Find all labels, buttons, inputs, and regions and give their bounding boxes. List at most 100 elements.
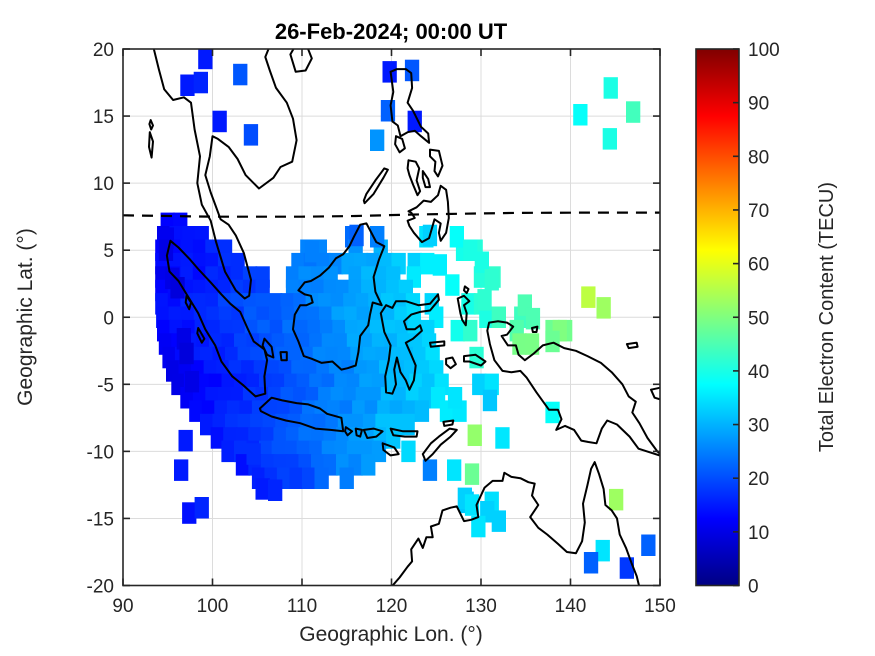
tec-cell <box>603 77 618 99</box>
tec-cell <box>464 494 480 516</box>
tec-cell <box>386 427 401 449</box>
coastline-new-guinea <box>486 320 660 457</box>
tec-cell <box>474 251 489 273</box>
y-tick-label: -20 <box>87 577 114 598</box>
tec-cell <box>407 110 422 133</box>
colorbar-tick-label: 100 <box>748 40 780 61</box>
tec-cell <box>471 515 486 538</box>
coastline-hainan <box>289 49 313 73</box>
coastline-belitung <box>279 351 288 362</box>
coastline-mindoro <box>394 135 406 154</box>
y-tick-label: 5 <box>103 241 114 262</box>
coastline-sumba <box>381 442 400 457</box>
plot-title: 26-Feb-2024; 00:00 UT <box>275 19 508 44</box>
tec-cell <box>450 319 465 342</box>
tec-cell <box>182 502 197 524</box>
x-tick-label: 110 <box>287 596 317 617</box>
tec-cell <box>194 497 209 519</box>
tec-cell <box>198 49 213 70</box>
tec-cell <box>583 552 599 574</box>
colorbar-tick-labels: 0 10 20 30 40 50 60 70 80 90 100 <box>748 40 780 598</box>
tec-cell <box>170 277 185 299</box>
tec-cell <box>491 306 506 328</box>
coastline-siberut <box>196 327 206 344</box>
y-tick-label: -5 <box>97 375 114 396</box>
tec-cell <box>221 440 236 463</box>
x-axis-label: Geographic Lon. (°) <box>299 623 483 646</box>
coastline-bangka <box>261 337 275 359</box>
tec-cell <box>573 104 588 126</box>
magnetic-equator-dashed-line <box>123 211 660 218</box>
tec-cell <box>189 400 204 422</box>
coastline-mindanao <box>406 184 450 244</box>
coastline-wetar <box>442 419 455 427</box>
coastline-cebu-bohol <box>421 170 431 189</box>
x-tick-label: 130 <box>465 596 497 617</box>
axis-ticks <box>122 48 661 587</box>
tec-scatter-points <box>158 49 656 579</box>
coastline-timor <box>421 427 458 462</box>
tec-cell <box>545 330 560 353</box>
colorbar <box>696 49 739 586</box>
tec-cell <box>370 129 385 151</box>
coastline-borneo <box>292 222 386 371</box>
coastline-java <box>258 396 345 433</box>
tec-cell <box>302 467 317 489</box>
tec-cell <box>525 307 541 330</box>
coastline-halmahera <box>456 294 471 327</box>
coastline-lombok <box>354 427 363 438</box>
coastline-sumbawa <box>362 427 384 439</box>
tec-cell <box>512 333 527 355</box>
colorbar-tick-label: 10 <box>748 523 769 544</box>
tec-cell <box>404 59 420 82</box>
tec-cell <box>602 128 617 150</box>
tec-cell <box>304 240 319 263</box>
tec-cell <box>289 467 304 489</box>
coastline-luzon <box>389 68 431 144</box>
coastline-biak <box>531 325 539 333</box>
tec-cell <box>464 463 480 485</box>
tec-cell <box>246 443 261 465</box>
colorbar-tick-label: 90 <box>748 94 769 115</box>
coastline-seram <box>463 353 487 367</box>
x-tick-label: 120 <box>376 596 408 617</box>
tec-cell <box>619 557 634 579</box>
tec-cell <box>243 124 259 146</box>
coastline-palawan <box>362 167 389 205</box>
tec-cell <box>595 539 610 562</box>
y-tick-label: 20 <box>93 40 114 61</box>
tec-cell <box>609 488 624 511</box>
tec-cell <box>178 429 193 452</box>
tec-cell <box>414 400 430 422</box>
tec-cell <box>268 479 283 501</box>
tec-cell <box>449 226 464 248</box>
x-tick-label: 100 <box>197 596 229 617</box>
tec-cell <box>370 226 385 248</box>
x-tick-label: 140 <box>555 596 587 617</box>
tec-cell <box>626 101 641 123</box>
tec-cell <box>641 534 656 556</box>
coastline-andaman-south <box>148 131 154 159</box>
tec-cell <box>193 71 208 94</box>
tec-cell <box>422 459 438 481</box>
coastline-flores <box>389 427 419 438</box>
coastline-samar-leyte <box>429 148 444 178</box>
coastline-buru <box>445 356 457 370</box>
y-tick-label: -10 <box>87 442 114 463</box>
colorbar-label: Total Electron Content (TECU) <box>816 182 838 452</box>
tec-cell <box>401 440 416 463</box>
y-tick-label: 15 <box>93 107 114 128</box>
tec-cell <box>361 454 376 476</box>
coastline-nias <box>184 294 192 311</box>
tec-cell <box>581 286 596 308</box>
tec-cell <box>339 467 354 489</box>
coastline-bali <box>344 426 354 437</box>
tec-cell <box>484 269 499 291</box>
colorbar-tick-label: 40 <box>748 362 769 383</box>
y-axis-label: Geographic Lat. (°) <box>14 228 37 406</box>
tec-cell <box>524 333 540 355</box>
coastline-andaman-north <box>148 119 154 131</box>
colorbar-tick-label: 80 <box>748 147 769 168</box>
